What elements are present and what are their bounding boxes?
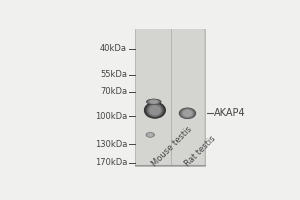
Ellipse shape [145, 102, 165, 118]
Ellipse shape [148, 133, 153, 137]
Ellipse shape [146, 103, 164, 117]
Ellipse shape [147, 104, 163, 117]
Text: Rat testis: Rat testis [183, 134, 217, 168]
Ellipse shape [148, 105, 161, 116]
Text: 100kDa: 100kDa [95, 112, 127, 121]
Ellipse shape [146, 133, 154, 137]
Ellipse shape [145, 103, 165, 118]
Ellipse shape [149, 105, 161, 115]
Ellipse shape [181, 109, 194, 118]
Ellipse shape [146, 103, 163, 117]
Ellipse shape [144, 102, 166, 119]
Ellipse shape [146, 132, 154, 137]
Ellipse shape [147, 133, 154, 137]
Ellipse shape [150, 106, 160, 115]
Ellipse shape [182, 109, 194, 118]
Text: AKAP4: AKAP4 [214, 108, 246, 118]
Ellipse shape [179, 108, 196, 119]
Ellipse shape [149, 100, 159, 104]
Ellipse shape [146, 99, 161, 105]
Ellipse shape [180, 108, 195, 118]
Ellipse shape [146, 132, 154, 137]
Ellipse shape [148, 133, 152, 136]
Ellipse shape [147, 133, 154, 137]
Text: Mouse testis: Mouse testis [150, 124, 194, 168]
Text: 55kDa: 55kDa [100, 70, 127, 79]
Text: 130kDa: 130kDa [94, 140, 127, 149]
Ellipse shape [183, 110, 192, 117]
Text: 70kDa: 70kDa [100, 87, 127, 96]
Ellipse shape [150, 100, 157, 103]
Ellipse shape [146, 99, 161, 105]
Ellipse shape [149, 100, 158, 104]
Text: 170kDa: 170kDa [94, 158, 127, 167]
Bar [135, 29, 205, 166]
Ellipse shape [147, 133, 153, 137]
Ellipse shape [148, 99, 159, 104]
Bar [136, 29, 204, 165]
Ellipse shape [148, 104, 162, 116]
Ellipse shape [179, 108, 196, 119]
Text: 40kDa: 40kDa [100, 44, 127, 53]
Ellipse shape [182, 109, 193, 117]
Ellipse shape [147, 99, 160, 105]
Ellipse shape [147, 99, 160, 104]
Ellipse shape [180, 108, 195, 119]
Ellipse shape [148, 99, 160, 104]
Ellipse shape [148, 133, 153, 136]
Ellipse shape [146, 132, 155, 138]
Ellipse shape [184, 110, 191, 116]
Ellipse shape [182, 110, 193, 117]
Ellipse shape [150, 100, 158, 104]
